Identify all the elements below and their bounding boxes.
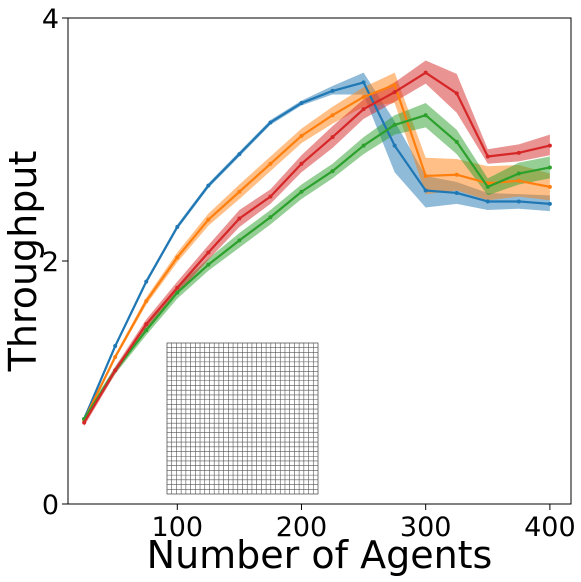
series-4-point [237, 216, 242, 221]
series-2-point [330, 113, 335, 118]
series-3-point [547, 165, 552, 170]
series-1-point [547, 201, 552, 206]
series-1-point [361, 80, 366, 85]
series-4-point [516, 150, 521, 155]
axis-ticks: 100 200 300 400 0 2 4 [42, 4, 576, 543]
series-2-point [392, 82, 397, 87]
series-2-point [361, 94, 366, 99]
series-2-point [423, 173, 428, 178]
series-3-point [423, 113, 428, 118]
series-2-point [299, 133, 304, 138]
series-2-point [547, 184, 552, 189]
series-4-point [299, 161, 304, 166]
x-tick-label: 200 [276, 512, 328, 543]
series-3-point [516, 171, 521, 176]
series-1-point [175, 224, 180, 229]
y-tick-label: 2 [42, 247, 59, 278]
series-3-point [485, 184, 490, 189]
series-4-point [423, 70, 428, 75]
x-tick-label: 100 [152, 512, 204, 543]
series-1-point [299, 101, 304, 106]
series-2-band [84, 72, 550, 423]
series-3-point [392, 122, 397, 127]
series-4-point [175, 285, 180, 290]
series-4-point [392, 90, 397, 95]
x-tick-label: 400 [524, 512, 576, 543]
series-3-point [299, 189, 304, 194]
series-2-point [206, 217, 211, 222]
series-4-line [83, 71, 551, 424]
series-2-point [144, 299, 149, 304]
plot-frame [67, 17, 572, 505]
series-3-point [144, 328, 149, 333]
series-3-point [454, 139, 459, 144]
series-3-point [175, 290, 180, 295]
series-4-point [144, 322, 149, 327]
series-1-point [454, 190, 459, 195]
series-1-point [330, 88, 335, 93]
series-3-point [361, 143, 366, 148]
series-4-point [485, 154, 490, 159]
series-3-point [206, 262, 211, 267]
series-2-point [237, 189, 242, 194]
series-4-point [547, 143, 552, 148]
series-4-point [82, 420, 87, 425]
series-2-line [83, 83, 551, 421]
series-4-point [330, 135, 335, 140]
series-4-point [268, 194, 273, 199]
series-1-point [113, 344, 118, 349]
series-2-point [454, 172, 459, 177]
x-axis-label: Number of Agents [147, 533, 493, 577]
series-2-point [268, 161, 273, 166]
series-3-point [330, 169, 335, 174]
series-2-point [113, 354, 118, 359]
series-4-point [113, 368, 118, 373]
series-2-point [516, 178, 521, 183]
grid-map-inset [166, 342, 319, 495]
series-4-point [454, 91, 459, 96]
series-1-point [392, 143, 397, 148]
series-1-point [268, 120, 273, 125]
series-1-point [423, 188, 428, 193]
series-3-point [268, 215, 273, 220]
series-1-point [516, 199, 521, 204]
series-3-line [83, 114, 551, 420]
series-1-point [144, 279, 149, 284]
confidence-bands [84, 60, 550, 427]
series-1-point [206, 183, 211, 188]
series-4-point [361, 107, 366, 112]
series-1-point [485, 199, 490, 204]
series-1-point [237, 152, 242, 157]
y-axis-label: Throughput [1, 151, 45, 373]
series-lines [82, 70, 552, 425]
series-2-point [175, 255, 180, 260]
y-tick-label: 4 [42, 4, 59, 35]
series-4-point [206, 250, 211, 255]
series-1-line [83, 81, 550, 420]
y-tick-label: 0 [42, 490, 59, 521]
x-tick-label: 300 [400, 512, 452, 543]
series-3-point [237, 238, 242, 243]
